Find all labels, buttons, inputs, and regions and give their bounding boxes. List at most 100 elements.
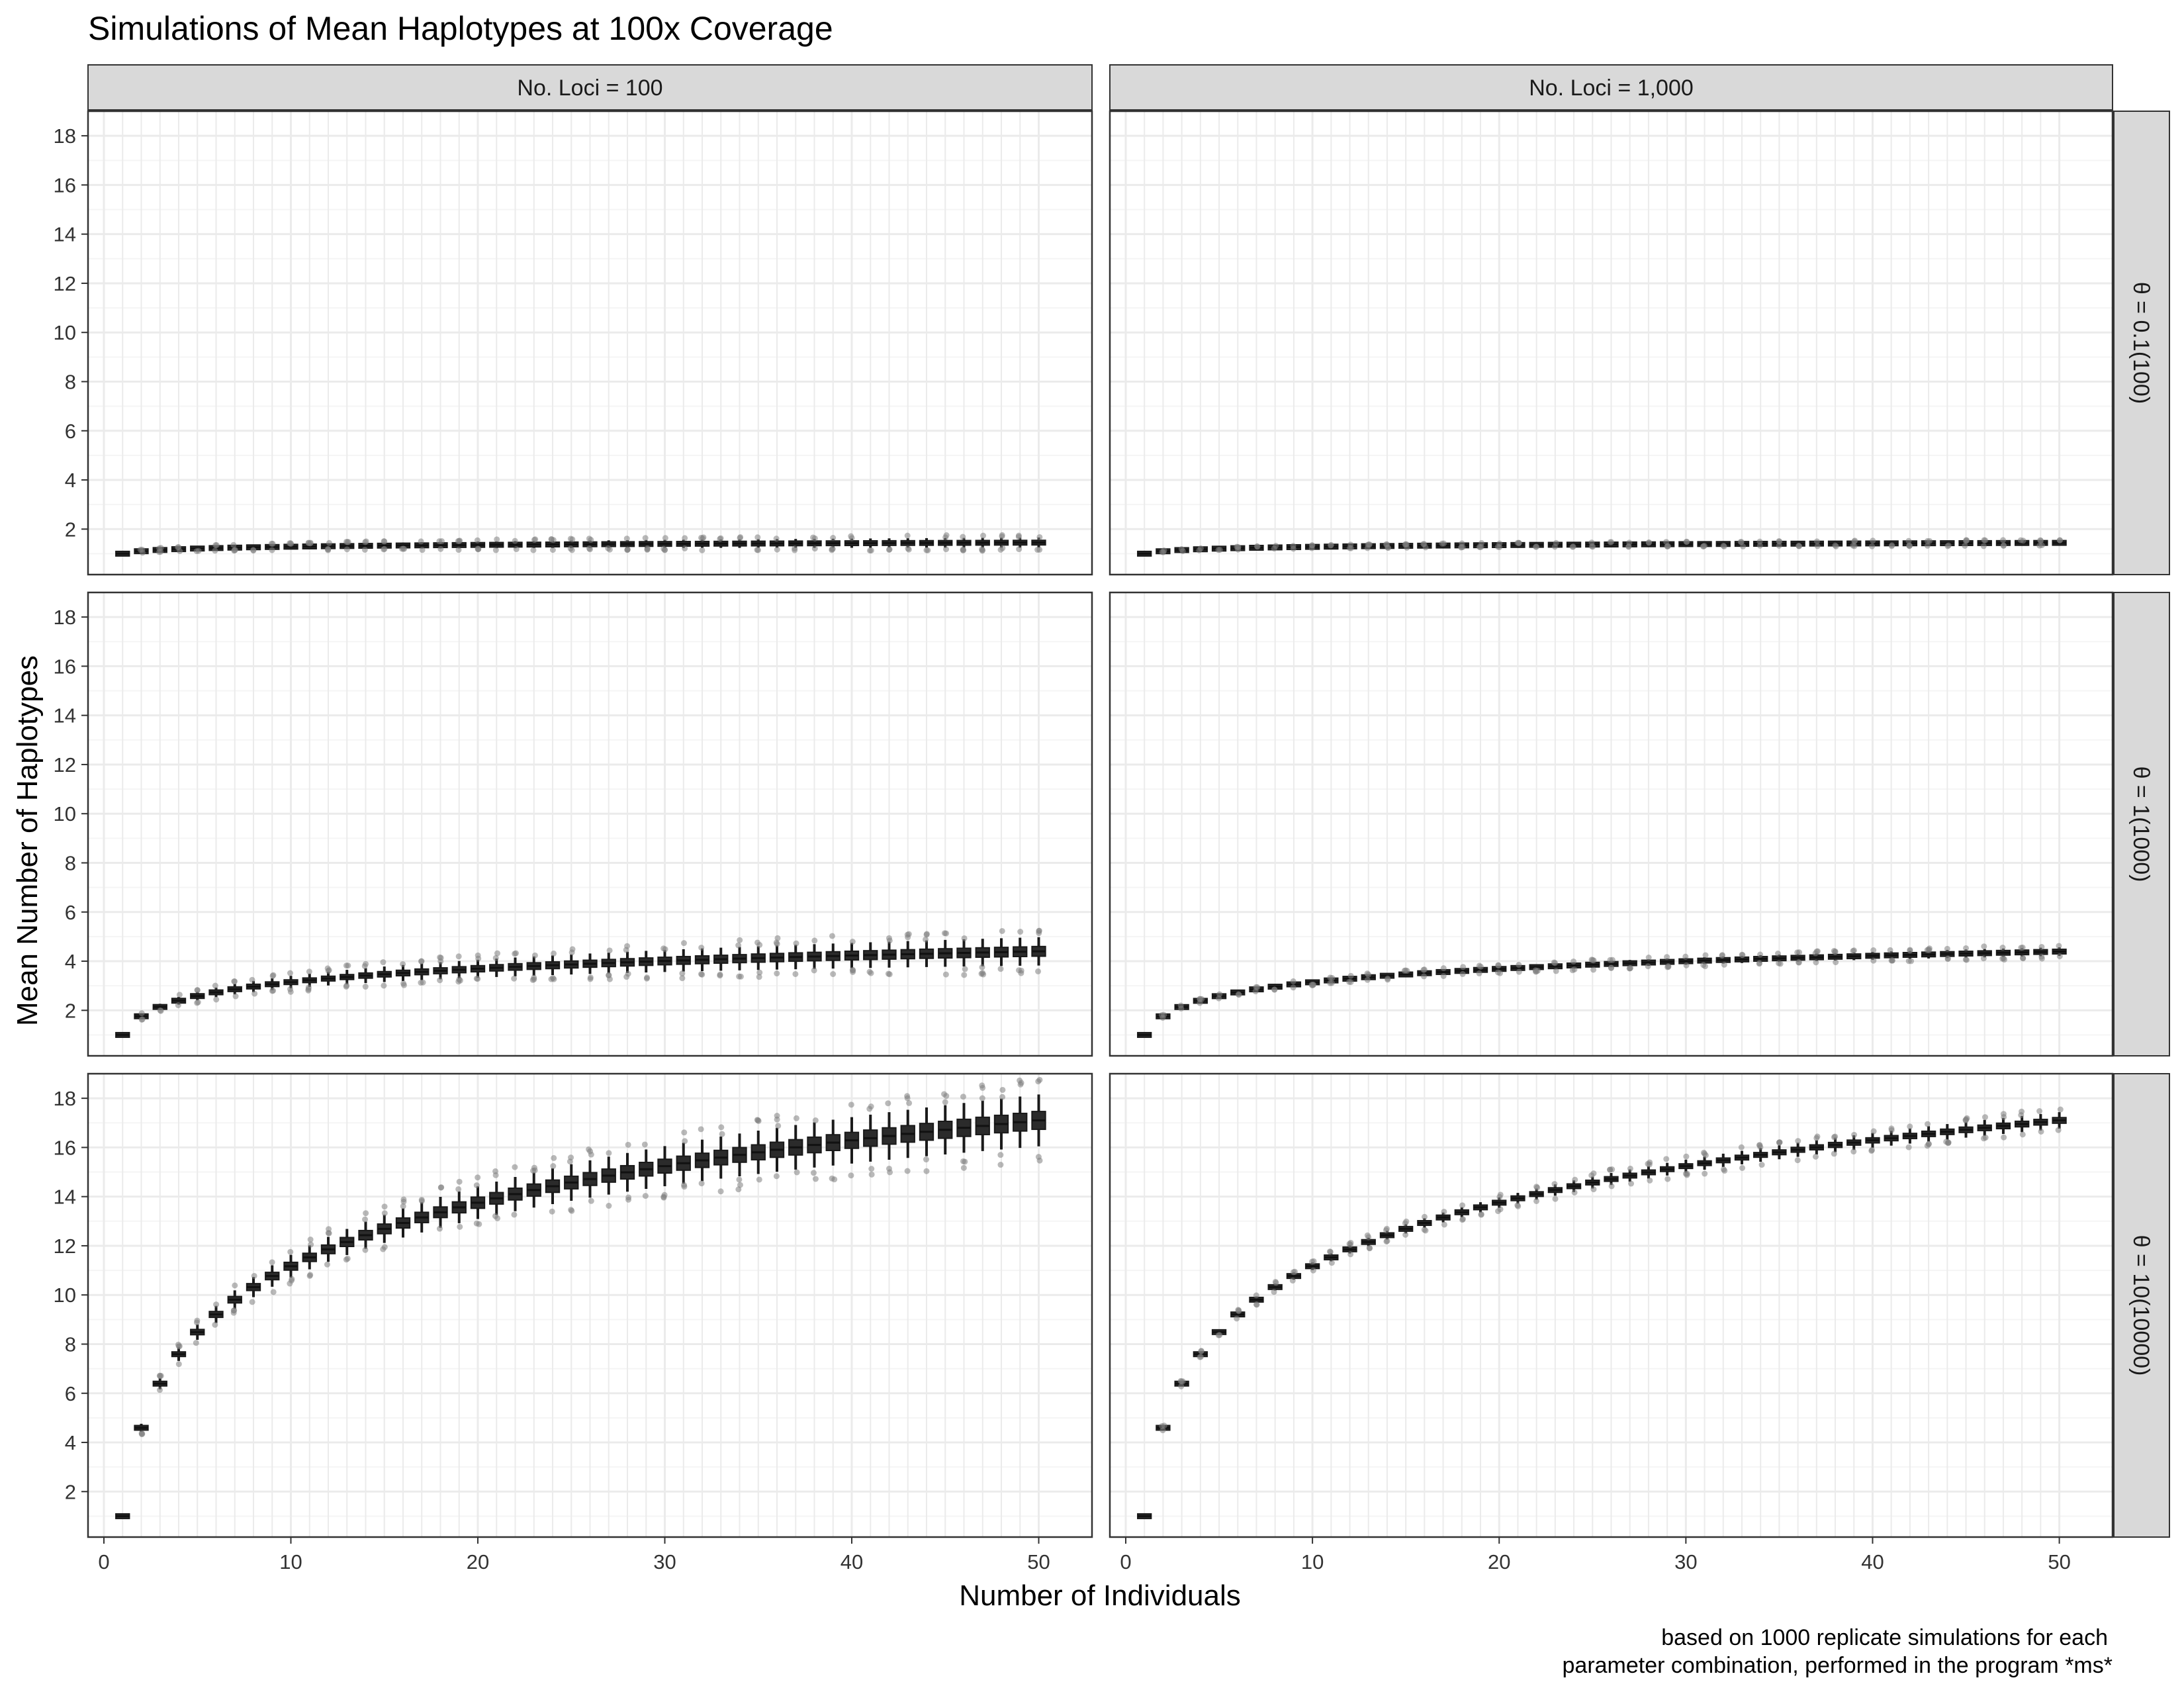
- outlier-point: [1851, 538, 1858, 545]
- box-mark: [1790, 949, 1805, 966]
- outlier-point: [1253, 1301, 1259, 1308]
- outlier-point: [774, 1116, 780, 1123]
- outlier-point: [588, 1197, 594, 1204]
- outlier-point: [492, 955, 499, 961]
- box-mark: [1678, 1153, 1694, 1178]
- box-mark: [1304, 979, 1320, 989]
- outlier-point: [1036, 927, 1042, 934]
- outlier-point: [175, 1002, 181, 1009]
- outlier-point: [1570, 543, 1576, 550]
- outlier-point: [1851, 1131, 1858, 1138]
- outlier-point: [1158, 1012, 1165, 1019]
- box-mark: [751, 939, 766, 980]
- outlier-point: [1441, 1221, 1447, 1228]
- box-mark: [825, 933, 841, 978]
- box-mark: [1790, 540, 1805, 549]
- box-mark: [676, 1129, 691, 1190]
- box-mark: [1286, 978, 1302, 991]
- box-mark: [751, 534, 766, 553]
- outlier-point: [1590, 1186, 1597, 1193]
- outlier-point: [1833, 959, 1839, 966]
- outlier-point: [1495, 962, 1502, 969]
- outlier-point: [343, 546, 350, 553]
- outlier-point: [1366, 541, 1373, 548]
- box-mark: [1772, 951, 1787, 967]
- outlier-point: [1774, 951, 1781, 957]
- box-mark: [1249, 543, 1264, 551]
- box-mark: [1846, 947, 1862, 961]
- outlier-point: [1758, 1162, 1765, 1168]
- panel-border: [1109, 110, 2114, 576]
- box-mark: [451, 538, 467, 553]
- outlier-point: [418, 980, 424, 986]
- outlier-point: [661, 547, 668, 553]
- outlier-point: [381, 538, 387, 545]
- box-mark: [1995, 945, 2011, 963]
- outlier-point: [1422, 544, 1429, 551]
- outlier-point: [567, 1158, 573, 1165]
- x-tick-label: 10: [1301, 1550, 1324, 1573]
- box-mark: [115, 550, 130, 557]
- outlier-point: [550, 1163, 557, 1170]
- outlier-point: [980, 532, 987, 539]
- box-mark: [1884, 540, 1899, 549]
- y-tick-label: 2: [65, 518, 76, 541]
- box-mark: [788, 539, 803, 553]
- outlier-point: [923, 1156, 929, 1163]
- box-mark: [283, 1248, 298, 1287]
- box-mark: [769, 1112, 785, 1180]
- outlier-point: [418, 1196, 425, 1203]
- box-mark: [1267, 543, 1283, 552]
- y-tick-label: 6: [65, 1382, 76, 1405]
- outlier-point: [2036, 1108, 2043, 1115]
- outlier-point: [979, 970, 986, 976]
- outlier-point: [699, 547, 705, 553]
- y-tick-label: 4: [65, 1431, 76, 1454]
- box-mark: [545, 536, 561, 553]
- box-mark: [975, 532, 990, 554]
- box-mark: [227, 541, 242, 554]
- box-mark: [1361, 970, 1376, 983]
- box-mark: [639, 951, 654, 982]
- outlier-point: [437, 545, 444, 552]
- outlier-point: [194, 1000, 201, 1006]
- outlier-point: [1477, 963, 1484, 970]
- box-mark: [1361, 1232, 1376, 1252]
- outlier-point: [438, 1184, 445, 1191]
- outlier-point: [662, 535, 668, 541]
- outlier-point: [494, 1215, 501, 1221]
- outlier-point: [698, 971, 704, 978]
- box-mark: [844, 939, 860, 975]
- outlier-point: [1018, 970, 1024, 976]
- outlier-point: [381, 1203, 388, 1210]
- box-mark: [1013, 1077, 1028, 1149]
- outlier-point: [1571, 966, 1578, 972]
- column-strip-label: No. Loci = 100: [517, 75, 662, 101]
- box-mark: [919, 538, 934, 553]
- outlier-point: [1460, 964, 1467, 970]
- box-mark: [619, 943, 635, 980]
- box-mark: [993, 927, 1009, 972]
- outlier-point: [193, 1319, 200, 1326]
- outlier-point: [1627, 1165, 1633, 1172]
- outlier-point: [1924, 1143, 1931, 1149]
- row-strip-background: [2113, 592, 2170, 1056]
- box-mark: [414, 958, 430, 986]
- outlier-point: [473, 1182, 480, 1189]
- box-mark: [956, 534, 972, 553]
- box-mark: [807, 1117, 822, 1182]
- outlier-point: [960, 534, 966, 540]
- outlier-point: [362, 1246, 369, 1253]
- outlier-point: [1647, 1177, 1653, 1184]
- outlier-point: [943, 546, 950, 553]
- box-mark: [657, 535, 672, 553]
- outlier-point: [942, 534, 949, 541]
- box-mark: [508, 950, 523, 982]
- box-mark: [732, 534, 747, 548]
- box-mark: [208, 1301, 224, 1328]
- y-tick-label: 14: [54, 223, 76, 246]
- outlier-point: [1625, 543, 1632, 550]
- x-axis: 0 10 20 30 40 50: [1120, 1537, 2071, 1573]
- outlier-point: [1905, 958, 1912, 964]
- outlier-point: [866, 547, 873, 554]
